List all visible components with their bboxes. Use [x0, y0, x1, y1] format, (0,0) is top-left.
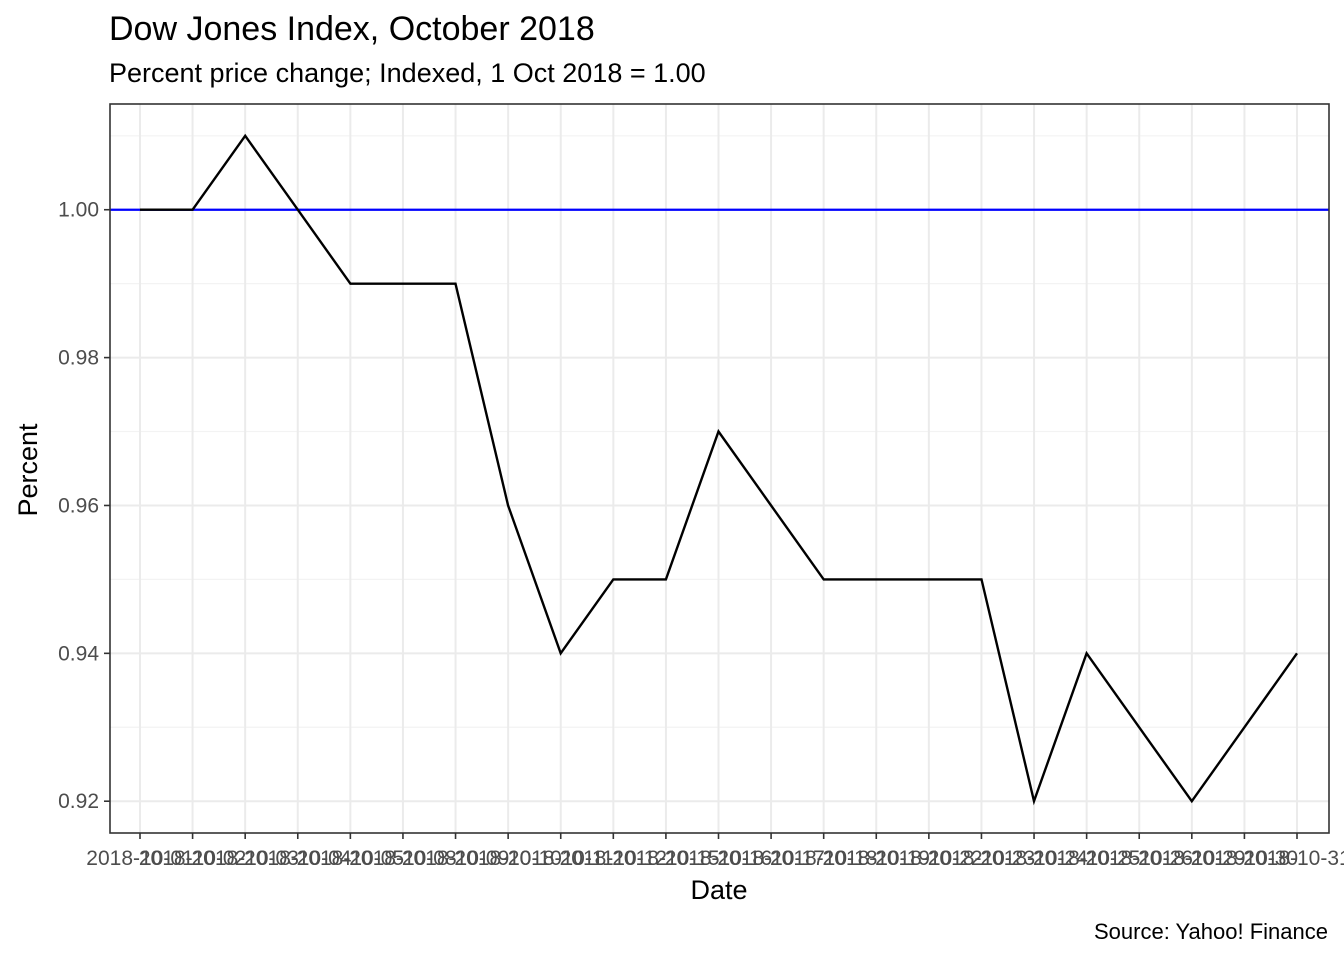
series-layer	[140, 133, 1298, 806]
series-line	[140, 133, 1298, 806]
x-tick-label: 2018-10-18	[770, 847, 877, 870]
x-tick-label: 2018-10-31	[1243, 847, 1344, 870]
y-tick-label: 0.96	[58, 494, 99, 517]
x-tick-label: 2018-10-11	[508, 847, 614, 870]
x-axis: 2018-10-012018-10-022018-10-032018-10-04…	[86, 833, 1344, 870]
x-tick-label: 2018-10-29	[1138, 847, 1245, 870]
x-tick-label: 2018-10-22	[875, 847, 982, 870]
x-tick-label: 2018-10-23	[928, 847, 1035, 870]
x-tick-label: 2018-10-17	[717, 847, 824, 870]
y-axis: 0.92 0.94 0.96 0.98 1.00	[58, 199, 110, 813]
x-tick-label: 2018-10-09	[402, 847, 509, 870]
x-tick-label: 2018-10-03	[191, 847, 298, 870]
x-tick-label: 2018-10-30	[1191, 847, 1298, 870]
y-tick-label: 0.94	[58, 642, 99, 665]
x-tick-label: 2018-10-02	[139, 847, 246, 870]
plot-panel-border	[109, 103, 1330, 834]
x-tick-label: 2018-10-10	[454, 847, 561, 870]
y-axis-title: Percent	[13, 423, 43, 517]
x-tick-label: 2018-10-12	[560, 847, 667, 870]
chart-caption: Source: Yahoo! Finance	[1094, 919, 1328, 944]
x-axis-title: Date	[690, 875, 747, 905]
x-tick-label: 2018-10-25	[1033, 847, 1140, 870]
x-tick-label: 2018-10-24	[980, 847, 1088, 870]
y-tick-label: 0.92	[58, 790, 99, 813]
y-tick-label: 1.00	[58, 199, 99, 222]
x-tick-label: 2018-10-04	[244, 847, 352, 870]
chart-title: Dow Jones Index, October 2018	[109, 10, 595, 48]
x-tick-label: 2018-10-01	[86, 847, 193, 870]
chart-subtitle: Percent price change; Indexed, 1 Oct 201…	[109, 58, 706, 88]
x-tick-label: 2018-10-16	[665, 847, 772, 870]
x-tick-label: 2018-10-08	[349, 847, 456, 870]
x-tick-label: 2018-10-15	[612, 847, 719, 870]
y-tick-label: 0.98	[58, 347, 99, 370]
x-tick-label: 2018-10-19	[823, 847, 930, 870]
x-tick-label: 2018-10-05	[297, 847, 404, 870]
x-tick-label: 2018-10-26	[1086, 847, 1193, 870]
major-gridlines	[110, 104, 1329, 833]
